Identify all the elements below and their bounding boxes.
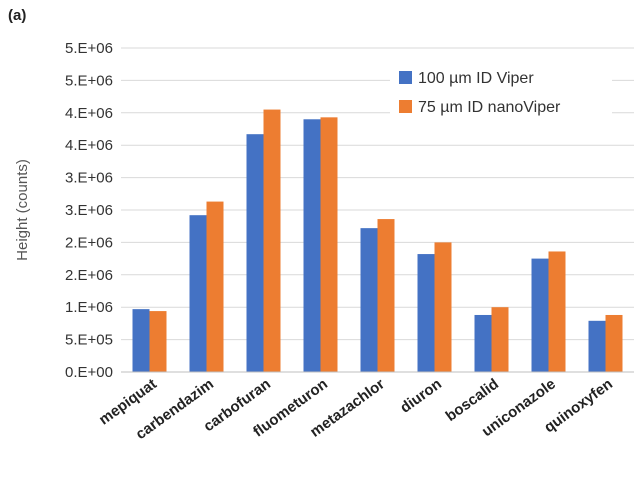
y-tick-label: 3.E+06 xyxy=(65,170,113,187)
y-axis-title: Height (counts) xyxy=(14,159,31,261)
bar-mepiquat-series-2 xyxy=(149,311,167,372)
legend-swatch-series-2 xyxy=(399,100,412,113)
bar-quinoxyfen-series-1 xyxy=(588,320,606,372)
bar-carbendazim-series-1 xyxy=(189,215,207,372)
legend-background xyxy=(390,62,612,126)
bar-quinoxyfen-series-2 xyxy=(605,314,623,372)
legend-label-series-1: 100 µm ID Viper xyxy=(418,70,534,87)
bar-carbendazim-series-2 xyxy=(206,201,224,372)
bar-boscalid-series-2 xyxy=(491,307,509,372)
y-tick-label: 2.E+06 xyxy=(65,234,113,251)
bar-carbofuran-series-1 xyxy=(246,134,264,372)
y-tick-label: 1.E+06 xyxy=(65,299,113,316)
y-tick-label: 0.E+00 xyxy=(65,364,113,381)
y-tick-label: 5.E+06 xyxy=(65,72,113,89)
legend-swatch-series-1 xyxy=(399,71,412,84)
bar-mepiquat-series-1 xyxy=(132,309,150,372)
y-tick-label: 4.E+06 xyxy=(65,105,113,122)
bar-carbofuran-series-2 xyxy=(263,109,281,372)
bars xyxy=(132,109,623,372)
bar-metazachlor-series-2 xyxy=(377,219,395,372)
bar-fluometuron-series-1 xyxy=(303,119,321,372)
bar-diuron-series-2 xyxy=(434,242,452,372)
legend: 100 µm ID Viper 75 µm ID nanoViper xyxy=(390,62,612,126)
bar-uniconazole-series-2 xyxy=(548,251,566,372)
y-tick-label: 5.E+06 xyxy=(65,40,113,57)
bar-uniconazole-series-1 xyxy=(531,258,549,372)
bar-metazachlor-series-1 xyxy=(360,228,378,372)
bar-boscalid-series-1 xyxy=(474,314,492,372)
y-tick-labels: 0.E+00 5.E+05 1.E+06 2.E+06 2.E+06 3.E+06 3.E+… xyxy=(65,40,113,381)
y-tick-label: 2.E+06 xyxy=(65,267,113,284)
panel-label: (a) xyxy=(8,7,26,24)
x-category-labels: mepiquatcarbendazimcarbofuranfluometuron… xyxy=(96,375,616,443)
y-tick-label: 4.E+06 xyxy=(65,137,113,154)
legend-label-series-2: 75 µm ID nanoViper xyxy=(418,99,561,116)
bar-diuron-series-1 xyxy=(417,254,435,372)
y-tick-label: 3.E+06 xyxy=(65,202,113,219)
bar-fluometuron-series-2 xyxy=(320,117,338,372)
y-tick-label: 5.E+05 xyxy=(65,332,113,349)
x-category-label: diuron xyxy=(397,375,445,416)
